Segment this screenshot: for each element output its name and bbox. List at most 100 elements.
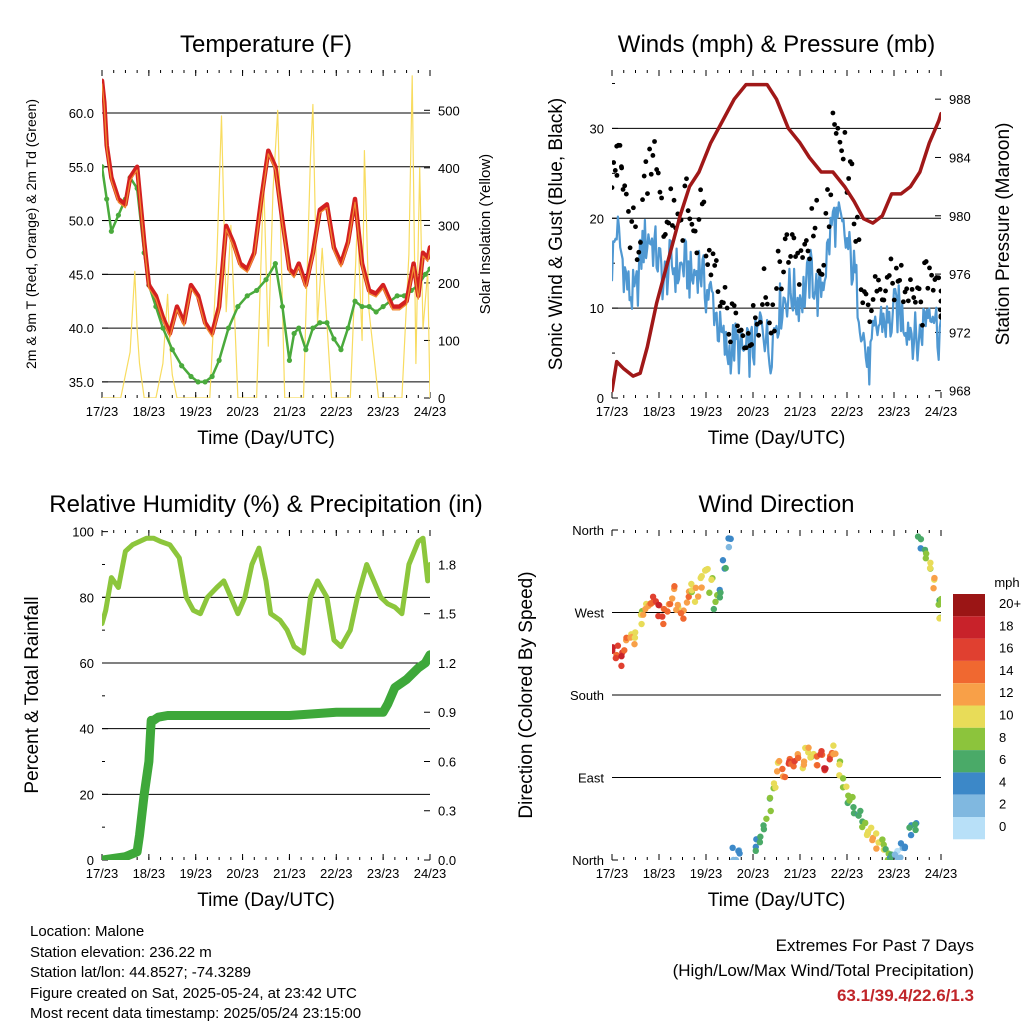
- gust-point: [731, 303, 737, 308]
- gust-point: [849, 161, 855, 167]
- colorbar-label: 6: [999, 752, 1006, 767]
- direction-point: [850, 803, 857, 811]
- gust-point: [685, 208, 691, 214]
- gust-point: [771, 328, 777, 334]
- gust-point: [905, 298, 911, 304]
- y2-tick-label: 968: [949, 384, 971, 399]
- gust-point: [781, 269, 786, 275]
- gust-point: [612, 185, 615, 190]
- series-relative-humidity: [102, 535, 430, 656]
- gust-point: [650, 153, 656, 158]
- panel-title: Winds (mph) & Pressure (mb): [618, 31, 935, 58]
- direction-point: [849, 793, 856, 801]
- gust-point: [793, 254, 798, 259]
- gust-point: [641, 173, 647, 179]
- direction-point: [926, 564, 934, 572]
- direction-point: [688, 580, 695, 588]
- panel-2: Winds (mph) & Pressure (mb) 17/23 18/23 19/…: [546, 31, 1014, 449]
- x-tick-label: 23/23: [367, 404, 400, 419]
- gust-point: [784, 232, 790, 238]
- gust-point: [735, 323, 740, 329]
- gust-point: [750, 303, 756, 308]
- extremes-title: Extremes For Past 7 Days: [775, 936, 974, 955]
- gust-point: [634, 257, 640, 263]
- y-tick-label: 0: [597, 391, 604, 406]
- gust-point: [614, 172, 620, 178]
- series-total-precipitation: [102, 650, 430, 860]
- series-sonic-wind: [612, 201, 941, 386]
- gust-point: [756, 332, 762, 338]
- x-tick-label: 22/23: [831, 866, 864, 881]
- x-tick-label: 20/23: [226, 866, 259, 881]
- colorbar-label: 14: [999, 663, 1013, 678]
- y2-tick-label: 984: [949, 150, 971, 165]
- direction-point: [727, 535, 734, 543]
- gust-point: [854, 214, 860, 220]
- gust-point: [696, 217, 702, 222]
- gust-point: [779, 286, 784, 292]
- gust-point: [630, 205, 636, 211]
- gust-point: [652, 139, 657, 144]
- direction-point: [873, 830, 880, 837]
- direction-point: [736, 850, 743, 857]
- direction-point: [794, 754, 802, 762]
- direction-point: [756, 838, 764, 846]
- gust-point: [612, 168, 618, 173]
- direction-point: [927, 559, 934, 567]
- colorbar-label: 4: [999, 774, 1006, 789]
- gust-point: [626, 209, 631, 214]
- direction-point: [843, 783, 850, 790]
- gust-point: [633, 224, 638, 230]
- gust-point: [925, 285, 931, 291]
- colorbar-swatch: [953, 705, 985, 728]
- x-tick-label: 18/23: [643, 404, 676, 419]
- gust-point: [904, 286, 910, 292]
- y-tick-label: 80: [80, 590, 94, 605]
- y2-tick-label: 0: [438, 391, 445, 406]
- direction-point: [671, 583, 678, 590]
- extremes-values: 63.1/39.4/22.6/1.3: [836, 986, 974, 1005]
- direction-point: [730, 856, 737, 860]
- meteogram-canvas: Temperature (F) 17/23 18/23 19/23 20/23 21/23…: [22, 31, 1021, 911]
- gust-point: [689, 221, 695, 227]
- x-tick-label: 22/23: [831, 404, 864, 419]
- gust-point: [671, 197, 677, 203]
- x-tick-label: 22/23: [320, 866, 353, 881]
- colorbar-swatch: [953, 727, 985, 751]
- direction-point: [912, 826, 919, 834]
- station-location: Location: Malone: [30, 923, 145, 940]
- gust-point: [767, 320, 772, 326]
- gust-point: [867, 319, 873, 325]
- y2-tick-label: 0.3: [438, 804, 456, 819]
- gust-point: [620, 187, 626, 192]
- gust-point: [643, 159, 649, 165]
- x-axis-label: Time (Day/UTC): [708, 890, 846, 911]
- station-info: Location: Malone Station elevation: 236.…: [30, 922, 361, 1025]
- gust-point: [757, 319, 763, 325]
- x-tick-label: 17/23: [596, 404, 629, 419]
- gust-point: [823, 210, 829, 216]
- gust-point: [812, 225, 818, 231]
- gust-point: [807, 256, 813, 262]
- gust-point: [749, 342, 754, 347]
- y-tick-label: 55.0: [69, 160, 94, 175]
- gust-point: [659, 195, 664, 201]
- gust-point: [927, 265, 932, 271]
- direction-point: [631, 640, 638, 648]
- direction-point: [757, 833, 764, 840]
- direction-point: [830, 742, 837, 749]
- x-tick-label: 24/23: [414, 404, 447, 419]
- gust-point: [825, 187, 830, 192]
- y2-tick-label: 400: [438, 161, 460, 176]
- y-tick-label: 40.0: [69, 321, 94, 336]
- direction-point: [712, 598, 719, 606]
- colorbar-label: 2: [999, 797, 1006, 812]
- gust-point: [715, 289, 721, 295]
- colorbar-swatch: [953, 638, 985, 661]
- gust-point: [912, 299, 918, 305]
- y-tick-label: South: [570, 688, 604, 703]
- plot-area-humidity: [102, 535, 430, 860]
- direction-point: [692, 584, 700, 592]
- panel-3: Relative Humidity (%) & Precipitation (i…: [22, 491, 483, 911]
- direction-point: [931, 574, 938, 582]
